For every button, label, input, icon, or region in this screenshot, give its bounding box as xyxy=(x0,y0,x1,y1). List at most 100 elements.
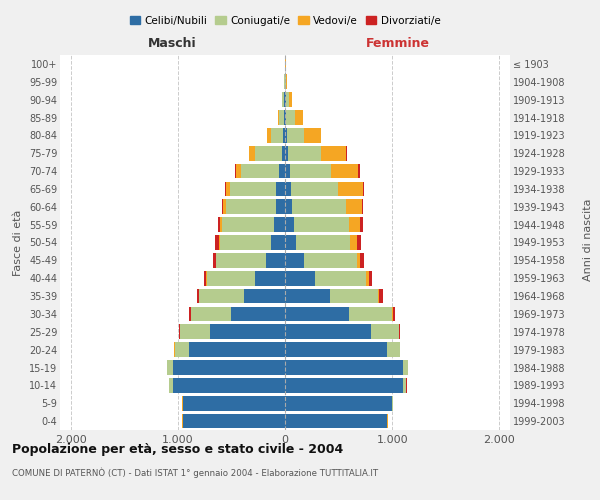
Bar xyxy=(289,92,292,107)
Bar xyxy=(277,110,278,125)
Bar xyxy=(244,289,285,304)
Bar xyxy=(285,396,392,410)
Bar xyxy=(285,324,371,339)
Bar xyxy=(223,200,226,214)
Bar xyxy=(387,342,400,357)
Bar xyxy=(210,324,285,339)
Bar xyxy=(367,271,368,285)
Bar xyxy=(350,235,357,250)
Bar xyxy=(286,92,289,107)
Bar xyxy=(362,182,364,196)
Bar xyxy=(292,200,346,214)
Bar xyxy=(285,306,349,322)
Bar xyxy=(285,360,403,375)
Bar xyxy=(167,360,173,375)
Legend: Celibi/Nubili, Coniugati/e, Vedovi/e, Divorziati/e: Celibi/Nubili, Coniugati/e, Vedovi/e, Di… xyxy=(125,12,445,30)
Bar xyxy=(360,253,364,268)
Bar xyxy=(266,253,285,268)
Bar xyxy=(230,182,277,196)
Bar xyxy=(271,235,285,250)
Bar xyxy=(403,360,407,375)
Bar xyxy=(284,110,285,125)
Bar xyxy=(285,128,287,142)
Bar xyxy=(277,182,285,196)
Bar xyxy=(225,182,226,196)
Bar xyxy=(285,414,387,428)
Bar xyxy=(295,110,303,125)
Bar xyxy=(287,146,321,160)
Bar xyxy=(358,164,360,178)
Bar xyxy=(403,378,406,392)
Bar xyxy=(175,342,188,357)
Y-axis label: Fasce di età: Fasce di età xyxy=(13,210,23,276)
Bar xyxy=(392,306,395,322)
Bar xyxy=(286,110,295,125)
Bar xyxy=(357,235,361,250)
Text: Anni di nascita: Anni di nascita xyxy=(583,198,593,281)
Bar xyxy=(249,146,255,160)
Bar xyxy=(285,182,291,196)
Bar xyxy=(282,146,285,160)
Bar xyxy=(191,306,232,322)
Bar xyxy=(362,200,363,214)
Bar xyxy=(268,128,271,142)
Bar xyxy=(218,218,220,232)
Bar xyxy=(271,128,283,142)
Bar xyxy=(173,360,285,375)
Bar xyxy=(360,218,362,232)
Bar xyxy=(277,200,285,214)
Bar xyxy=(203,271,206,285)
Bar xyxy=(197,289,199,304)
Bar xyxy=(285,200,292,214)
Bar xyxy=(285,289,330,304)
Text: Popolazione per età, sesso e stato civile - 2004: Popolazione per età, sesso e stato civil… xyxy=(12,442,343,456)
Bar xyxy=(283,92,284,107)
Bar xyxy=(330,289,378,304)
Bar xyxy=(285,253,304,268)
Bar xyxy=(173,378,285,392)
Bar xyxy=(226,182,230,196)
Bar xyxy=(226,200,277,214)
Bar xyxy=(183,414,285,428)
Bar xyxy=(236,164,241,178)
Text: Maschi: Maschi xyxy=(148,36,197,50)
Bar xyxy=(296,235,350,250)
Bar xyxy=(285,164,290,178)
Bar xyxy=(346,146,347,160)
Bar xyxy=(349,306,392,322)
Bar xyxy=(290,164,331,178)
Bar xyxy=(378,289,379,304)
Bar xyxy=(285,92,286,107)
Bar xyxy=(188,342,285,357)
Bar xyxy=(285,378,403,392)
Bar xyxy=(349,218,360,232)
Bar xyxy=(331,164,358,178)
Bar xyxy=(217,253,266,268)
Bar xyxy=(169,378,173,392)
Bar xyxy=(241,164,278,178)
Bar xyxy=(215,235,218,250)
Bar xyxy=(346,200,362,214)
Bar xyxy=(183,396,285,410)
Text: Femmine: Femmine xyxy=(365,36,430,50)
Bar xyxy=(285,271,315,285)
Bar xyxy=(213,253,216,268)
Bar xyxy=(278,164,285,178)
Bar xyxy=(180,324,210,339)
Bar xyxy=(291,182,338,196)
Bar xyxy=(199,289,244,304)
Bar xyxy=(379,289,383,304)
Bar xyxy=(278,110,284,125)
Bar xyxy=(368,271,373,285)
Bar xyxy=(285,218,293,232)
Bar xyxy=(283,128,285,142)
Bar xyxy=(357,253,360,268)
Bar xyxy=(232,306,285,322)
Bar xyxy=(255,146,282,160)
Bar xyxy=(189,306,191,322)
Bar xyxy=(285,235,296,250)
Bar xyxy=(235,164,236,178)
Bar xyxy=(220,235,271,250)
Bar xyxy=(285,342,387,357)
Bar xyxy=(321,146,346,160)
